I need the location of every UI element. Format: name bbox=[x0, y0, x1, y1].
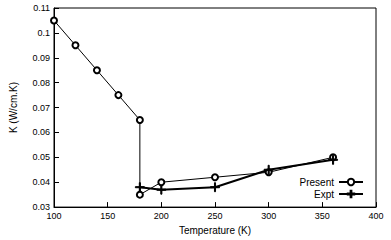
svg-text:400: 400 bbox=[368, 211, 383, 221]
svg-text:Expt: Expt bbox=[314, 189, 334, 200]
svg-text:200: 200 bbox=[154, 211, 169, 221]
svg-text:350: 350 bbox=[315, 211, 330, 221]
svg-text:250: 250 bbox=[207, 211, 222, 221]
svg-text:0.04: 0.04 bbox=[32, 177, 50, 187]
svg-text:0.11: 0.11 bbox=[33, 3, 50, 13]
svg-text:Temperature (K): Temperature (K) bbox=[179, 225, 251, 236]
svg-text:300: 300 bbox=[261, 211, 276, 221]
svg-text:Present: Present bbox=[300, 177, 335, 188]
svg-text:0.09: 0.09 bbox=[32, 53, 50, 63]
svg-text:0.03: 0.03 bbox=[32, 202, 50, 213]
svg-text:0.06: 0.06 bbox=[32, 127, 50, 137]
svg-text:0.07: 0.07 bbox=[32, 103, 50, 113]
svg-text:0.05: 0.05 bbox=[32, 152, 50, 162]
svg-text:0.08: 0.08 bbox=[32, 78, 50, 88]
svg-text:100: 100 bbox=[46, 211, 61, 221]
svg-text:0.1: 0.1 bbox=[37, 28, 50, 38]
svg-text:K (W/cm.K): K (W/cm.K) bbox=[8, 82, 19, 133]
svg-text:150: 150 bbox=[100, 211, 115, 221]
